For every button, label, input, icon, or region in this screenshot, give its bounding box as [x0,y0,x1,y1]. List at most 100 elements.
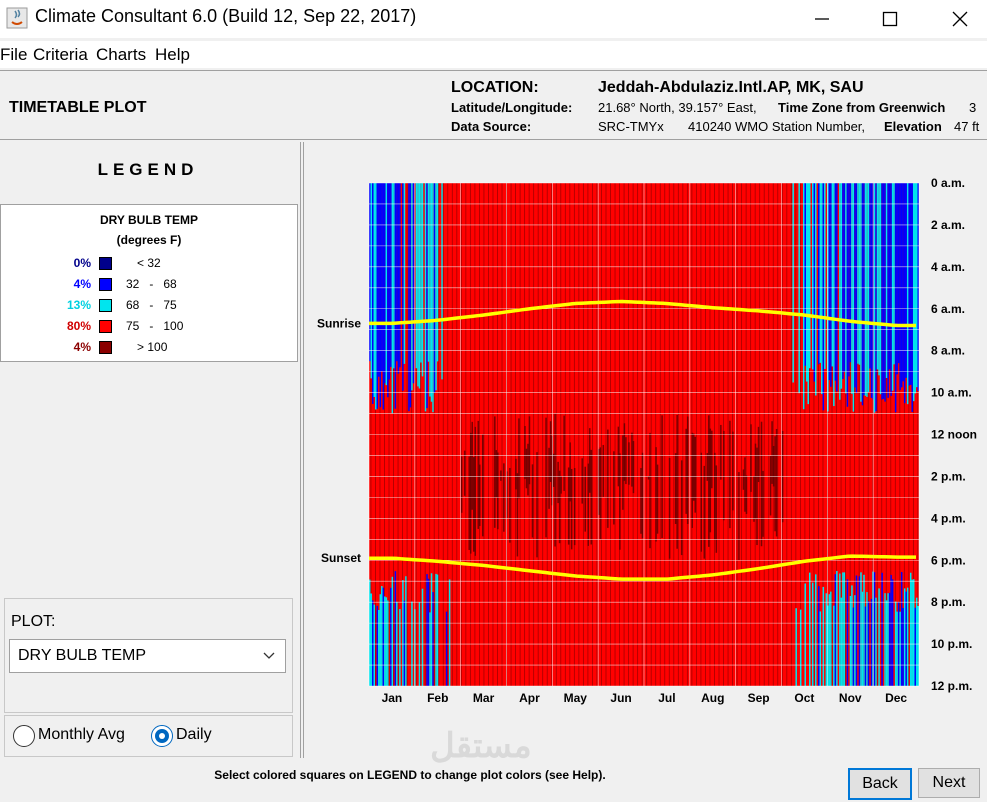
heatmap-cell [915,597,918,686]
heatmap-cell [393,183,395,369]
monthly-avg-label[interactable]: Monthly Avg [38,726,125,743]
heatmap-cell [445,611,448,686]
heatmap-cell [911,579,913,686]
legend-heading: DRY BULB TEMP [99,213,198,227]
back-button[interactable]: Back [848,768,912,800]
heatmap-cell [846,579,849,686]
heatmap-cell [436,574,439,686]
heatmap-cell [772,445,775,487]
y-tick-label: 0 a.m. [931,176,965,190]
heatmap-cell [516,473,519,557]
java-app-icon [6,7,28,29]
heatmap-cell [381,183,383,372]
legend-range: 75 - 100 [126,319,184,333]
heatmap-cell [825,593,828,686]
legend-color-swatch[interactable] [99,257,112,270]
menu-help[interactable]: Help [155,45,190,64]
heatmap-cell [843,183,846,372]
heatmap-cell [430,183,433,402]
heatmap-cell [424,183,427,412]
heatmap-cell [805,183,808,382]
menu-criteria[interactable]: Criteria [33,45,88,64]
heatmap-cell [694,436,696,513]
heatmap-cell [818,586,820,686]
x-tick-label: Apr [519,691,540,705]
heatmap-cell [834,183,837,381]
heatmap-cell [821,183,823,395]
maximize-button[interactable] [860,0,920,38]
heatmap-cell [711,430,713,489]
heatmap-cell [468,456,470,550]
close-button[interactable] [930,0,987,38]
x-tick-label: Dec [885,691,907,705]
heatmap-cell [888,183,891,370]
legend-color-swatch[interactable] [99,278,112,291]
legend-color-swatch[interactable] [99,341,112,354]
heatmap-cell [552,453,555,487]
heatmap-cell [881,183,883,400]
heatmap-cell [908,183,910,386]
heatmap-cell [560,475,562,494]
heatmap-cell [384,596,386,686]
heatmap-cell [815,183,817,396]
y-tick-label: 10 a.m. [931,386,972,400]
heatmap-cell [441,183,443,380]
heatmap-cell [641,452,644,539]
daily-label[interactable]: Daily [176,726,212,743]
heatmap-cell [391,576,394,686]
heatmap-cell [385,183,388,386]
y-tick-label: 8 p.m. [931,595,966,609]
heatmap-cell [822,586,825,686]
heatmap-cell [378,183,380,377]
timetable-plot-panel: 0 a.m. 2 a.m. 4 a.m. 6 a.m. 8 a.m. 10 a.m. 12 … [303,142,987,758]
heatmap-cell [828,594,831,686]
legend-color-swatch[interactable] [99,299,112,312]
heatmap-cell [840,597,843,686]
heatmap-cell [885,600,888,686]
timezone-label: Time Zone from Greenwich [778,100,946,115]
heatmap-cell [429,612,431,686]
heatmap-cell [463,450,466,496]
monthly-avg-radio[interactable] [13,725,35,747]
y-tick-label: 4 a.m. [931,260,965,274]
daily-radio[interactable] [151,725,173,747]
heatmap-cell [804,183,806,366]
legend-color-swatch[interactable] [99,320,112,333]
heatmap-cell [700,452,703,552]
menu-charts[interactable]: Charts [96,45,147,64]
y-tick-label: 2 p.m. [931,469,966,483]
heatmap-cell [567,467,570,545]
sunset-line [369,554,916,581]
heatmap-cell [411,601,413,686]
next-button[interactable]: Next [918,768,980,798]
minimize-button[interactable] [792,0,852,38]
heatmap-cell [421,183,424,377]
heatmap-cell [863,183,865,396]
heatmap-cell [887,593,889,686]
heatmap-cell [870,598,873,686]
heatmap-cell [915,183,918,388]
heatmap-cell [570,468,573,550]
heatmap-cell [827,605,829,686]
heatmap-cell [427,578,430,686]
legend-units: (degrees F) [116,233,182,247]
heatmap-cell [379,594,382,686]
heatmap-cell [851,585,853,686]
timetable-chart[interactable]: 0 a.m. 2 a.m. 4 a.m. 6 a.m. 8 a.m. 10 a.m. 12 … [304,142,987,758]
heatmap-cell [426,183,428,409]
chevron-down-icon [263,652,275,659]
menu-file[interactable]: File [0,45,28,64]
heatmap-cell [812,582,814,686]
heatmap-cell [640,468,642,534]
heatmap-cell [854,183,856,388]
plot-dropdown-value: DRY BULB TEMP [18,647,147,664]
heatmap-cell [372,600,374,686]
heatmap-cell [625,437,627,485]
watermark-logo: مستقل [430,727,532,765]
plot-dropdown[interactable]: DRY BULB TEMP [9,639,286,673]
legend-percent: 13% [66,298,91,312]
heatmap-cell [833,605,835,686]
heatmap-cell [846,183,849,407]
heatmap-cell [369,579,371,686]
heatmap-cell [387,600,389,686]
